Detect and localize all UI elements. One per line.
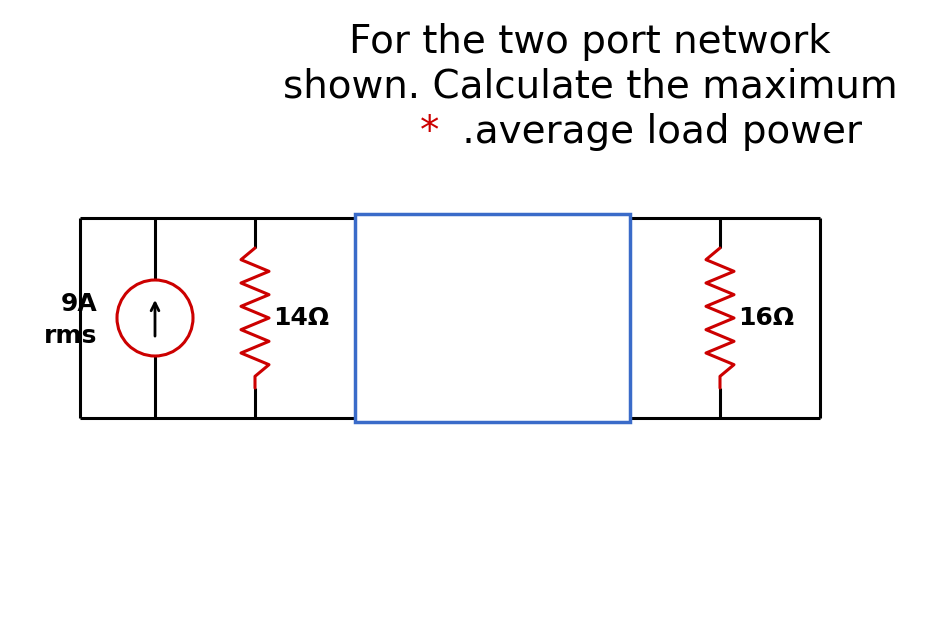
Text: =18Ω: =18Ω <box>476 378 544 402</box>
Text: Z: Z <box>437 378 454 402</box>
Text: =16Ω: =16Ω <box>476 234 544 258</box>
Text: 16Ω: 16Ω <box>738 306 794 330</box>
Text: 9A: 9A <box>60 292 97 316</box>
Text: .average load power: .average load power <box>450 113 862 151</box>
Text: =10Ω: =10Ω <box>476 330 544 354</box>
FancyBboxPatch shape <box>355 214 630 422</box>
Text: Z: Z <box>437 282 454 306</box>
Text: 11: 11 <box>456 244 477 262</box>
Text: *: * <box>420 113 440 151</box>
Text: 21: 21 <box>456 340 477 358</box>
Text: 22: 22 <box>456 388 477 406</box>
Text: Z: Z <box>437 234 454 258</box>
Text: rms: rms <box>43 324 97 348</box>
Text: 12: 12 <box>456 292 477 310</box>
Text: =−12Ω: =−12Ω <box>476 282 563 306</box>
Text: For the two port network: For the two port network <box>349 23 831 61</box>
Text: Z: Z <box>437 330 454 354</box>
Text: shown. Calculate the maximum: shown. Calculate the maximum <box>283 68 898 106</box>
Text: 14Ω: 14Ω <box>273 306 329 330</box>
